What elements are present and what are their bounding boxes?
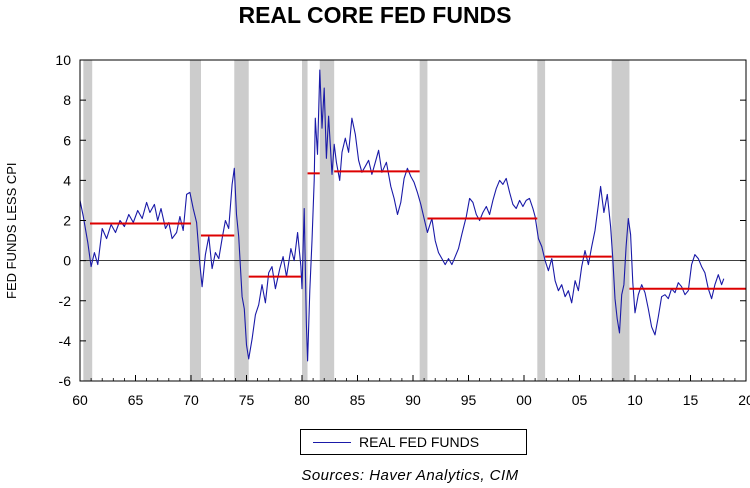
x-tick-label: 80 xyxy=(294,392,310,408)
recession-band xyxy=(83,60,93,381)
recession-band xyxy=(234,60,249,381)
recession-band xyxy=(611,60,630,381)
x-tick-label: 10 xyxy=(627,392,643,408)
x-tick-label: 75 xyxy=(239,392,255,408)
legend-swatch xyxy=(313,441,351,443)
x-tick-label: 15 xyxy=(683,392,699,408)
recession-band xyxy=(319,60,335,381)
y-tick-label: 10 xyxy=(55,52,71,68)
recession-band xyxy=(419,60,428,381)
plot-frame xyxy=(79,59,747,382)
x-tick-label: 60 xyxy=(72,392,88,408)
y-tick-label: 6 xyxy=(63,132,71,148)
legend-label: REAL FED FUNDS xyxy=(359,434,480,450)
recession-band xyxy=(189,60,201,381)
x-tick-label: 20 xyxy=(738,392,750,408)
x-tick-label: 95 xyxy=(461,392,477,408)
x-tick-label: 65 xyxy=(128,392,144,408)
y-tick-label: 4 xyxy=(63,172,71,188)
x-tick-label: 00 xyxy=(516,392,532,408)
chart-legend: REAL FED FUNDS xyxy=(300,429,527,455)
y-tick-label: -4 xyxy=(59,333,72,349)
y-tick-label: -2 xyxy=(59,293,72,309)
recession-band xyxy=(537,60,546,381)
x-tick-label: 70 xyxy=(183,392,199,408)
y-tick-label: 8 xyxy=(63,92,71,108)
x-tick-label: 90 xyxy=(405,392,421,408)
y-tick-label: 0 xyxy=(63,253,71,269)
x-tick-label: 05 xyxy=(572,392,588,408)
y-tick-label: 2 xyxy=(63,213,71,229)
x-tick-label: 85 xyxy=(350,392,366,408)
source-note: Sources: Haver Analytics, CIM xyxy=(301,467,519,484)
series-line-real-fed-funds xyxy=(79,69,725,362)
y-tick-label: -6 xyxy=(59,373,72,389)
chart-title: REAL CORE FED FUNDS xyxy=(238,2,512,28)
